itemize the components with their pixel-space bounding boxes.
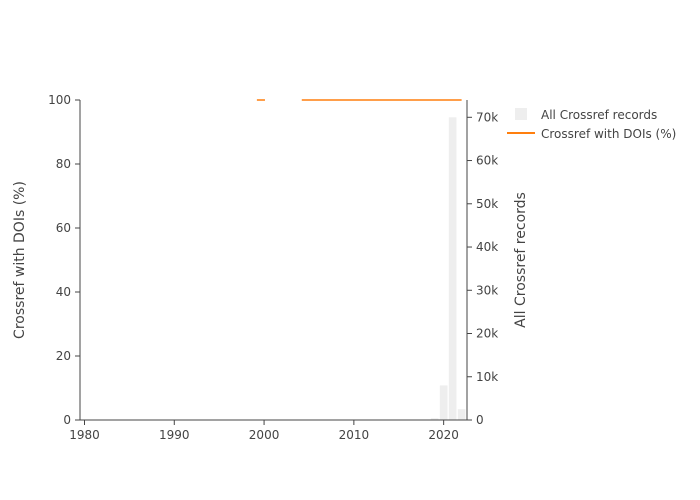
left-y-tick-label: 40 — [56, 285, 71, 299]
legend[interactable]: All Crossref records Crossref with DOIs … — [507, 108, 676, 141]
x-tick-label: 2000 — [249, 428, 280, 442]
right-y-tick-label: 10k — [476, 370, 498, 384]
right-y-tick-label: 50k — [476, 197, 498, 211]
left-y-axis-ticks: 0 20 40 60 80 100 — [48, 93, 80, 427]
axes — [79, 100, 468, 421]
x-tick-label: 2020 — [428, 428, 459, 442]
right-y-tick-label: 60k — [476, 154, 498, 168]
x-tick-label: 1980 — [69, 428, 100, 442]
left-y-tick-label: 80 — [56, 157, 71, 171]
left-y-tick-label: 60 — [56, 221, 71, 235]
right-y-tick-label: 30k — [476, 283, 498, 297]
bar-2022 — [457, 409, 466, 420]
left-y-tick-label: 20 — [56, 349, 71, 363]
x-tick-label: 2010 — [339, 428, 370, 442]
left-y-axis-title: Crossref with DOIs (%) — [12, 181, 28, 339]
right-y-tick-label: 0 — [476, 413, 484, 427]
x-axis-ticks: 1980 1990 2000 2010 2020 — [69, 420, 459, 442]
right-y-axis-ticks: 0 10k 20k 30k 40k 50k 60k 70k — [467, 110, 498, 427]
bar-2021 — [448, 117, 457, 421]
bar-2020 — [439, 385, 448, 420]
left-y-tick-label: 100 — [48, 93, 71, 107]
legend-label-all-records: All Crossref records — [541, 108, 657, 122]
right-y-tick-label: 20k — [476, 327, 498, 341]
bar-series — [430, 117, 466, 421]
right-y-axis-title: All Crossref records — [513, 192, 529, 328]
right-y-tick-label: 40k — [476, 240, 498, 254]
left-y-tick-label: 0 — [63, 413, 71, 427]
legend-swatch-bar — [515, 108, 527, 120]
x-tick-label: 1990 — [159, 428, 190, 442]
right-y-tick-label: 70k — [476, 110, 498, 124]
legend-label-dois-percent: Crossref with DOIs (%) — [541, 127, 676, 141]
bar-2019 — [430, 418, 439, 420]
